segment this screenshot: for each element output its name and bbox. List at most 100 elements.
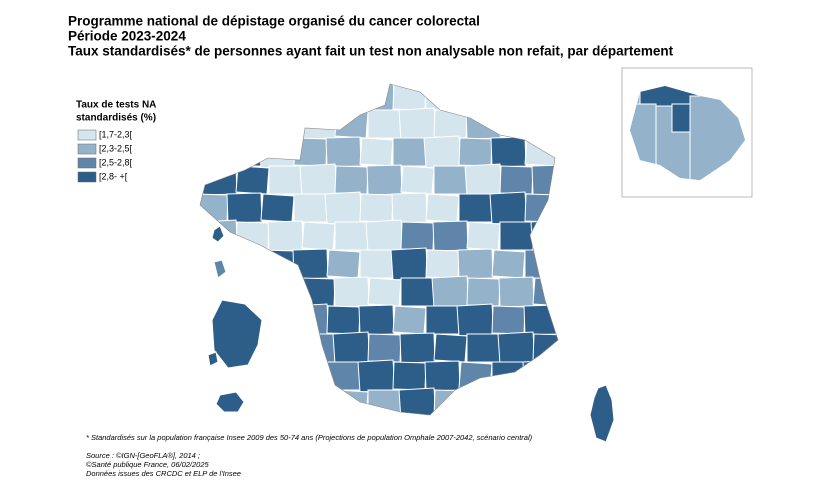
title-line: Programme national de dépistage organisé…	[68, 14, 480, 29]
source-line: ©Santé publique France, 06/02/2025	[86, 460, 210, 469]
departement	[268, 165, 303, 195]
departement	[499, 165, 534, 195]
legend-swatch	[77, 143, 97, 155]
legend-label: [2,3-2,5[	[99, 143, 133, 153]
departement	[326, 84, 361, 111]
departement	[524, 137, 558, 167]
departement	[299, 163, 338, 197]
departement	[523, 304, 558, 336]
departement	[425, 249, 460, 279]
departement	[392, 305, 427, 335]
departement	[359, 249, 394, 279]
departement	[333, 276, 370, 308]
departement	[260, 305, 295, 335]
departement	[532, 277, 558, 307]
departement	[398, 387, 437, 415]
departement	[466, 221, 501, 251]
departement	[357, 359, 396, 393]
legend-title: standardisés (%)	[76, 113, 156, 124]
departement	[366, 164, 403, 196]
departement	[530, 219, 558, 253]
departement	[259, 84, 296, 112]
departement	[499, 389, 534, 415]
departement	[268, 389, 303, 415]
departement	[392, 361, 427, 391]
departement	[235, 277, 270, 307]
departement	[522, 359, 558, 393]
departement	[532, 333, 558, 363]
departement	[301, 277, 336, 307]
idf-inset-frame	[621, 67, 753, 198]
departement	[359, 193, 394, 223]
martinique	[213, 259, 227, 279]
departement	[431, 275, 470, 309]
departement	[367, 277, 402, 307]
legend-swatch	[77, 157, 97, 169]
departement	[432, 220, 469, 252]
departement	[293, 137, 328, 167]
mayotte	[207, 351, 219, 367]
departement	[497, 331, 536, 365]
departement	[465, 388, 502, 415]
corse	[589, 384, 615, 443]
departement	[260, 193, 295, 223]
departement	[357, 84, 396, 113]
departement	[200, 137, 229, 167]
departement	[425, 193, 460, 223]
departement	[235, 165, 270, 195]
departement	[458, 193, 493, 223]
legend-swatch	[77, 171, 97, 183]
departement	[367, 333, 402, 363]
departement	[423, 135, 462, 169]
departement	[524, 193, 558, 223]
departement	[532, 389, 558, 415]
departement	[326, 249, 361, 279]
departement	[522, 84, 558, 113]
departement	[367, 109, 402, 139]
departement	[464, 163, 503, 197]
departement	[359, 137, 394, 167]
departement	[424, 360, 461, 392]
departement	[532, 109, 558, 139]
departement	[433, 109, 468, 139]
departement	[325, 136, 362, 168]
departement	[425, 305, 460, 335]
departement	[491, 361, 526, 391]
metropole	[200, 84, 558, 415]
departement	[424, 84, 461, 112]
departement	[491, 305, 526, 335]
departement	[293, 193, 328, 223]
departement	[324, 191, 363, 225]
departement	[390, 247, 429, 281]
departement	[235, 221, 270, 251]
departement	[227, 137, 262, 167]
departement	[466, 333, 501, 363]
source-line: Source : ©IGN-[GeoFLA®], 2014 ;	[86, 451, 200, 460]
legend-label: [2,8- +[	[99, 171, 128, 181]
departement	[392, 137, 427, 167]
guadeloupe	[211, 225, 225, 243]
departement	[300, 108, 337, 140]
departement	[491, 249, 526, 279]
departement	[233, 107, 272, 141]
departement	[200, 84, 231, 113]
departement	[466, 277, 501, 307]
france-outline	[199, 83, 559, 416]
departement	[367, 389, 402, 415]
departement	[499, 221, 534, 251]
departement	[226, 192, 263, 224]
departement	[458, 84, 493, 111]
legend-swatch	[77, 129, 97, 141]
departement	[490, 136, 527, 168]
departement	[465, 108, 502, 140]
departement	[433, 333, 468, 363]
guyane	[211, 299, 263, 369]
departement	[227, 84, 262, 111]
departement	[301, 221, 336, 251]
departement	[332, 331, 371, 365]
departement	[202, 109, 237, 139]
departement	[266, 275, 305, 309]
departement	[499, 109, 534, 139]
departement	[326, 305, 361, 335]
